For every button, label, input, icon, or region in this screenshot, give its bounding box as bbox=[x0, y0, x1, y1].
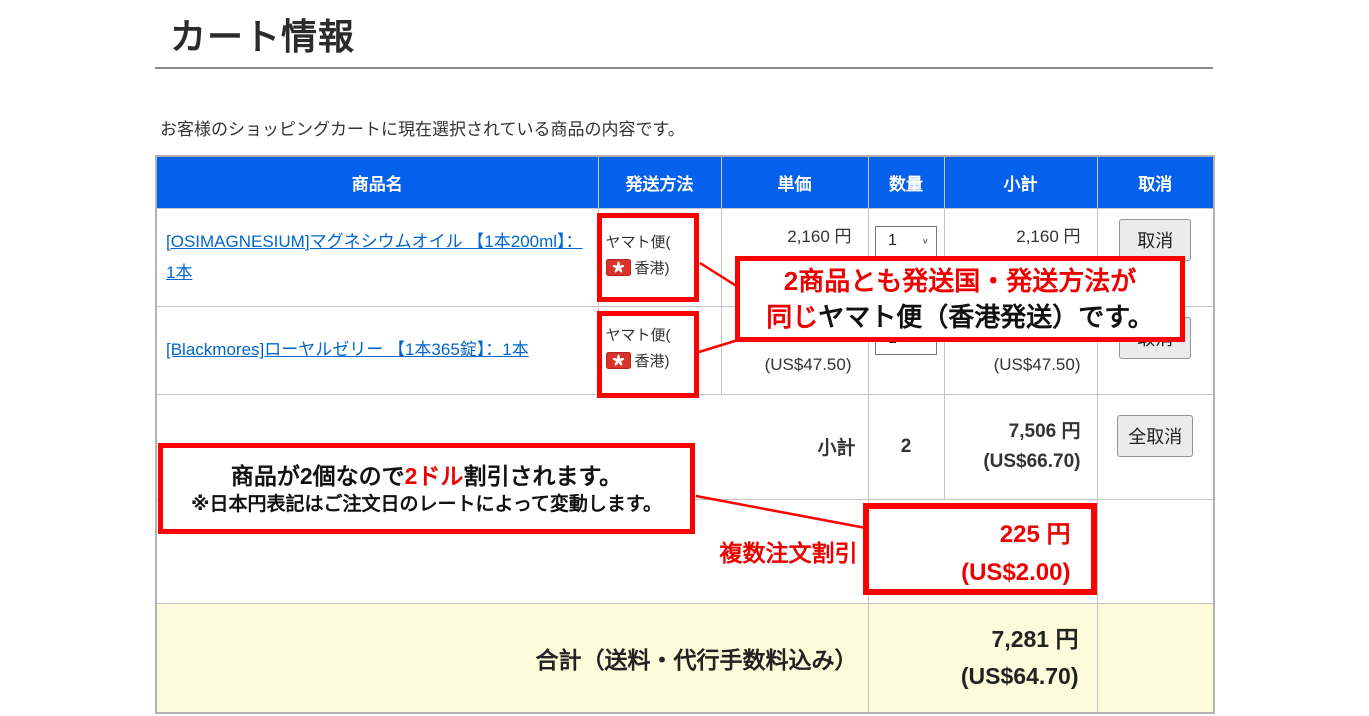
shipping-method-cell-2: ヤマト便( 香港) bbox=[597, 305, 722, 395]
product-link-1[interactable]: [OSIMAGNESIUM]マグネシウムオイル 【1本200ml】：1本 bbox=[166, 231, 583, 282]
product-link-2[interactable]: [Blackmores]ローヤルゼリー 【1本365錠】：1本 bbox=[166, 340, 529, 360]
cart-description: お客様のショッピングカートに現在選択されている商品の内容です。 bbox=[160, 120, 685, 139]
cancel-item-button-1[interactable]: 取消 bbox=[1119, 218, 1192, 261]
shipping-highlight-box-1 bbox=[597, 213, 699, 302]
title-divider bbox=[155, 67, 1213, 69]
shipping-method-cell-1: ヤマト便( 香港) bbox=[597, 207, 722, 307]
table-header-row: 商品名 発送方法 単価 数量 小計 取消 bbox=[155, 155, 1215, 209]
header-shipping-method: 発送方法 bbox=[597, 155, 722, 209]
chevron-down-icon: ∨ bbox=[921, 236, 929, 246]
discount-highlight-box bbox=[863, 503, 1097, 595]
total-empty-cell bbox=[1096, 602, 1215, 714]
shipping-highlight-box-2 bbox=[597, 311, 699, 398]
hong-kong-flag-icon bbox=[605, 351, 631, 378]
total-label: 合計（送料・代行手数料込み） bbox=[155, 602, 869, 714]
page-title: カート情報 bbox=[170, 16, 356, 57]
header-cancel: 取消 bbox=[1096, 155, 1215, 209]
shipping-annotation-note: 2商品とも発送国・発送方法が 同じヤマト便（香港発送）です。 bbox=[735, 256, 1185, 342]
cancel-all-button[interactable]: 全取消 bbox=[1117, 414, 1194, 457]
total-row: 合計（送料・代行手数料込み） 7,281 円 (US$64.70) bbox=[155, 602, 1215, 714]
header-quantity: 数量 bbox=[867, 155, 945, 209]
header-unit-price: 単価 bbox=[720, 155, 869, 209]
discount-empty-cell bbox=[1096, 498, 1215, 604]
cart-table: 商品名 発送方法 単価 数量 小計 取消 [OSIMAGNESIUM]マグネシウ… bbox=[155, 155, 1215, 714]
hong-kong-flag-icon bbox=[605, 258, 631, 285]
subtotal-amount: 7,506 円 (US$66.70) bbox=[943, 393, 1098, 500]
header-subtotal: 小計 bbox=[943, 155, 1098, 209]
header-product-name: 商品名 bbox=[155, 155, 599, 209]
total-amount: 7,281 円 (US$64.70) bbox=[867, 602, 1098, 714]
subtotal-quantity: 2 bbox=[867, 393, 945, 500]
discount-annotation-note: 商品が2個なので2ドル割引されます。 ※日本円表記はご注文日のレートによって変動… bbox=[158, 443, 695, 534]
discount-amount: 225 円 (US$2.00) bbox=[867, 498, 1098, 604]
quantity-select-1[interactable]: 1 ∨ bbox=[875, 225, 937, 257]
